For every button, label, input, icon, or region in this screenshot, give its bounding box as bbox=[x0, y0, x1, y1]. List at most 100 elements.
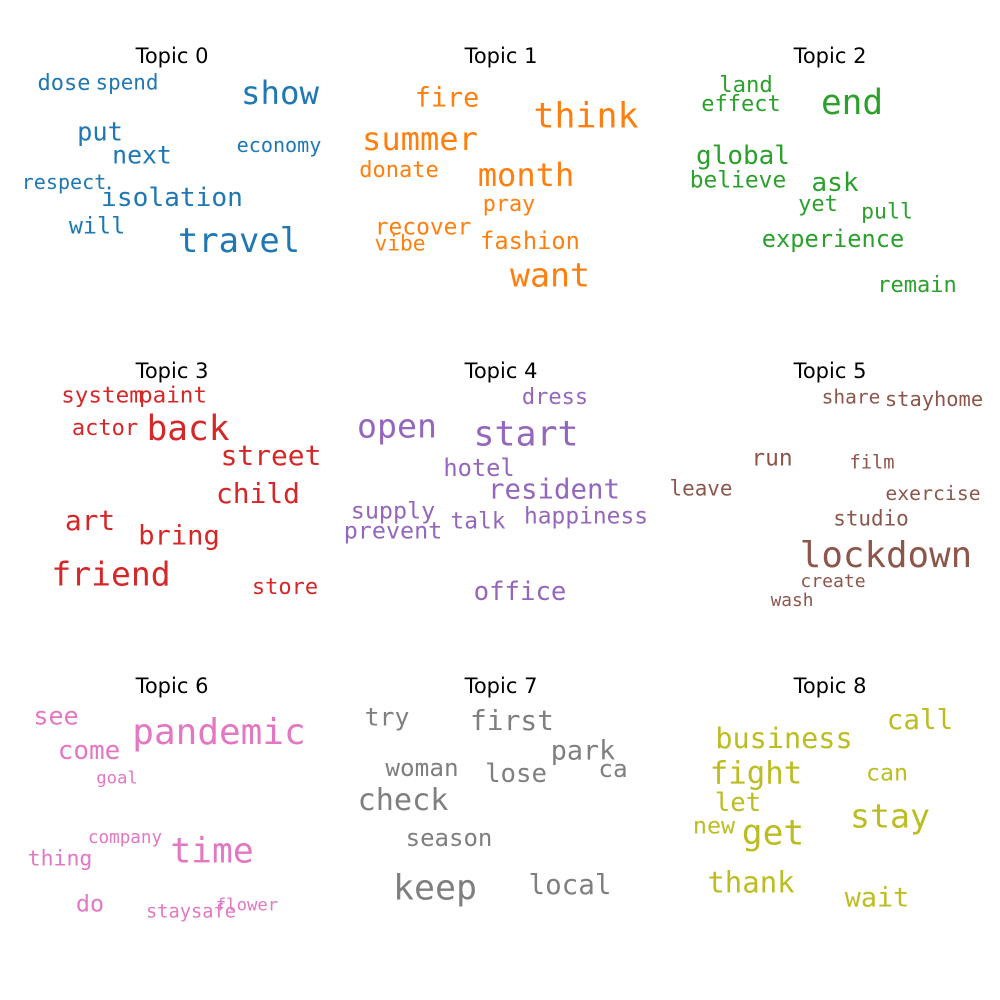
panel-title: Topic 3 bbox=[135, 359, 209, 383]
cloud-word: film bbox=[849, 452, 895, 474]
cloud-word: recover bbox=[374, 214, 472, 241]
cloud-word: studio bbox=[833, 506, 909, 531]
cloud-word: store bbox=[251, 575, 319, 600]
cloud-word: happiness bbox=[523, 503, 649, 530]
cloud-word: park bbox=[550, 735, 616, 767]
cloud-word: month bbox=[477, 155, 575, 194]
cloud-word: thing bbox=[27, 846, 93, 872]
cloud-word: woman bbox=[385, 752, 459, 782]
cloud-word: fire bbox=[414, 82, 480, 114]
cloud-word: time bbox=[170, 831, 254, 872]
cloud-word: talk bbox=[450, 508, 506, 535]
cloud-word: pandemic bbox=[132, 712, 306, 753]
cloud-word: resident bbox=[488, 474, 620, 506]
cloud-word: donate bbox=[359, 158, 439, 183]
cloud-word: want bbox=[510, 255, 590, 295]
cloud-word: exercise bbox=[885, 482, 981, 506]
cloud-word: keep bbox=[392, 868, 478, 909]
cloud-word: bring bbox=[138, 520, 220, 552]
cloud-word: come bbox=[57, 736, 121, 766]
cloud-word: stay bbox=[850, 796, 930, 836]
cloud-word: leave bbox=[669, 476, 733, 501]
cloud-word: goal bbox=[96, 768, 138, 789]
cloud-word: start bbox=[473, 414, 579, 455]
cloud-word: supply bbox=[350, 496, 436, 525]
panel-title: Topic 6 bbox=[135, 674, 209, 698]
cloud-word: summer bbox=[362, 119, 478, 158]
cloud-word: land bbox=[719, 71, 773, 98]
cloud-word: local bbox=[528, 868, 612, 902]
cloud-word: yet bbox=[798, 192, 838, 217]
cloud-word: respect bbox=[21, 169, 107, 194]
cloud-word: fashion bbox=[480, 227, 580, 256]
cloud-word: call bbox=[886, 703, 954, 737]
cloud-word: friend bbox=[51, 554, 171, 594]
cloud-word: check bbox=[357, 782, 449, 818]
cloud-word: pull bbox=[861, 199, 913, 225]
panel-title: Topic 4 bbox=[464, 359, 538, 383]
cloud-word: will bbox=[68, 211, 126, 240]
cloud-word: economy bbox=[236, 132, 322, 157]
cloud-word: think bbox=[533, 96, 639, 137]
cloud-word: fight bbox=[709, 756, 803, 792]
cloud-word: staysafe bbox=[145, 901, 237, 923]
cloud-word: back bbox=[146, 408, 230, 449]
cloud-word: new bbox=[692, 811, 736, 840]
cloud-word: vibe bbox=[374, 230, 426, 256]
cloud-word: travel bbox=[177, 221, 301, 261]
cloud-word: share bbox=[821, 385, 881, 409]
cloud-word: put bbox=[77, 116, 123, 147]
cloud-word: next bbox=[112, 140, 172, 170]
panel-title: Topic 5 bbox=[793, 359, 867, 383]
cloud-word: stayhome bbox=[884, 386, 984, 411]
cloud-word: do bbox=[75, 889, 105, 918]
cloud-word: open bbox=[357, 406, 437, 446]
cloud-word: ask bbox=[811, 167, 859, 198]
panel-title: Topic 0 bbox=[135, 44, 209, 68]
cloud-word: dress bbox=[521, 385, 589, 410]
cloud-word: child bbox=[216, 477, 300, 511]
cloud-word: prevent bbox=[343, 516, 443, 545]
cloud-word: spend bbox=[95, 70, 159, 95]
cloud-word: first bbox=[470, 704, 554, 738]
cloud-word: wash bbox=[770, 590, 814, 612]
cloud-word: get bbox=[741, 813, 805, 854]
panel-title: Topic 7 bbox=[464, 674, 538, 698]
cloud-word: office bbox=[473, 577, 567, 608]
cloud-word: ca bbox=[598, 753, 628, 783]
cloud-word: season bbox=[405, 824, 493, 852]
cloud-word: dose bbox=[37, 71, 91, 96]
cloud-word: thank bbox=[707, 865, 795, 900]
cloud-word: lose bbox=[485, 759, 547, 790]
cloud-word: business bbox=[715, 721, 853, 755]
cloud-word: lockdown bbox=[799, 535, 973, 577]
cloud-word: actor bbox=[71, 416, 139, 441]
cloud-word: effect bbox=[701, 92, 781, 117]
cloud-word: believe bbox=[689, 167, 787, 194]
cloud-word: street bbox=[220, 439, 322, 473]
cloud-word: try bbox=[364, 702, 410, 732]
cloud-word: see bbox=[33, 701, 79, 731]
cloud-word: show bbox=[240, 73, 320, 112]
cloud-word: run bbox=[751, 445, 793, 472]
cloud-word: flower bbox=[215, 895, 279, 916]
cloud-word: isolation bbox=[101, 182, 243, 213]
cloud-word: pray bbox=[482, 192, 536, 218]
cloud-word: wait bbox=[844, 882, 910, 914]
cloud-word: create bbox=[800, 570, 866, 592]
panel-title: Topic 2 bbox=[793, 44, 867, 68]
cloud-word: experience bbox=[761, 225, 905, 254]
cloud-word: paint bbox=[138, 382, 208, 409]
cloud-word: can bbox=[866, 759, 908, 787]
cloud-word: system bbox=[61, 382, 143, 409]
panel-title: Topic 8 bbox=[793, 674, 867, 698]
cloud-word: remain bbox=[877, 273, 957, 298]
cloud-word: hotel bbox=[443, 454, 515, 483]
cloud-word: global bbox=[696, 141, 790, 171]
cloud-word: art bbox=[64, 504, 116, 538]
cloud-word: let bbox=[714, 788, 762, 819]
cloud-word: end bbox=[820, 82, 884, 123]
cloud-word: company bbox=[87, 828, 163, 849]
panel-title: Topic 1 bbox=[464, 44, 538, 68]
